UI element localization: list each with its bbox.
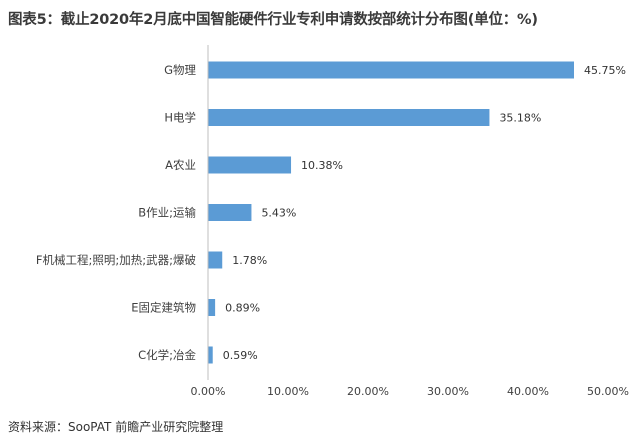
source-note: 资料来源：SooPAT 前瞻产业研究院整理 (8, 420, 224, 434)
bar-1 (208, 61, 574, 79)
bar-4 (208, 204, 252, 221)
value-label: 45.75% (584, 64, 626, 77)
value-label: 35.18% (499, 112, 541, 125)
category-label: G物理 (164, 63, 196, 77)
value-label: 10.38% (301, 159, 343, 172)
x-tick-label: 0.00% (191, 385, 226, 398)
x-tick-label: 20.00% (347, 385, 389, 398)
category-label: C化学;冶金 (138, 348, 196, 362)
x-tick-label: 40.00% (507, 385, 549, 398)
bar-2 (208, 109, 490, 126)
bar-3 (208, 156, 292, 174)
category-label: E固定建筑物 (131, 301, 196, 315)
category-label: B作业;运输 (138, 206, 196, 220)
category-label: H电学 (164, 111, 196, 125)
category-labels: G物理 H电学 A农业 B作业;运输 F机械工程;照明;加热;武器;爆破 E固定建筑物 C化… (36, 63, 197, 362)
value-label: 0.89% (225, 302, 260, 315)
category-label: F机械工程;照明;加热;武器;爆破 (36, 253, 197, 267)
x-axis: 0.00% 10.00% 20.00% 30.00% 40.00% 50.00% (191, 45, 629, 398)
bars-layer (208, 61, 574, 364)
bar-5 (208, 251, 223, 269)
bar-7 (208, 346, 213, 364)
value-label: 1.78% (232, 254, 267, 267)
value-labels: 45.75% 35.18% 10.38% 5.43% 1.78% 0.89% 0.59% (223, 64, 626, 362)
x-tick-label: 30.00% (427, 385, 469, 398)
x-tick-label: 50.00% (587, 385, 629, 398)
chart-title: 图表5：截止2020年2月底中国智能硬件行业专利申请数按部统计分布图(单位：%) (8, 12, 538, 28)
category-label: A农业 (165, 158, 196, 172)
x-tick-label: 10.00% (267, 385, 309, 398)
value-label: 5.43% (261, 207, 296, 220)
bar-6 (208, 299, 216, 316)
value-label: 0.59% (223, 349, 258, 362)
